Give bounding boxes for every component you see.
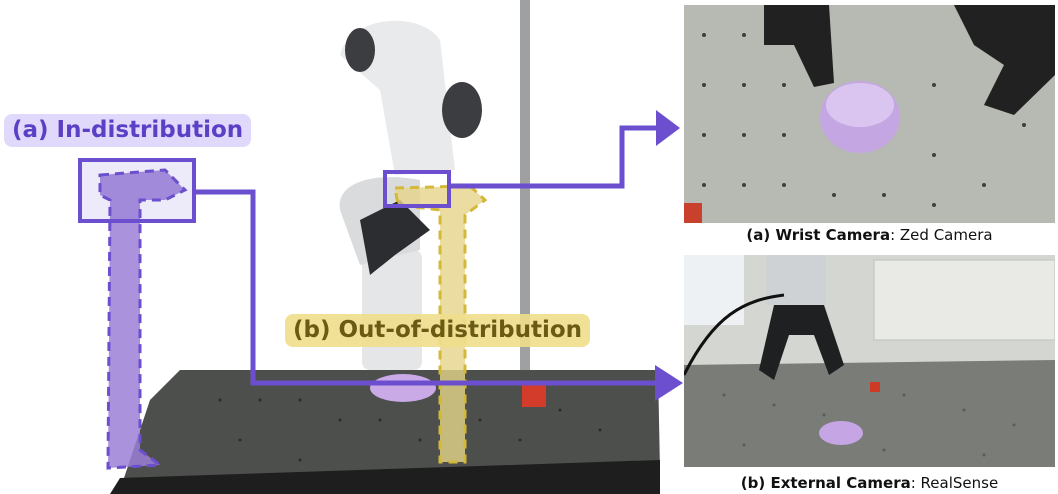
wrist-camera-view	[684, 5, 1055, 223]
external-caption-rest: : RealSense	[910, 474, 999, 492]
gripper-highlight-box	[383, 170, 451, 208]
cable	[684, 293, 785, 376]
bowl	[370, 374, 436, 402]
external-red-cube	[870, 382, 880, 392]
red-cube	[522, 383, 546, 407]
optical-table-edge	[110, 460, 660, 494]
external-camera-caption: (b) External Camera: RealSense	[684, 474, 1055, 492]
robot-joint-2	[345, 28, 375, 72]
arrow-right-icon	[656, 110, 680, 146]
wrist-camera-connector	[449, 125, 660, 189]
wrist-caption-rest: : Zed Camera	[890, 226, 993, 244]
external-camera-connector	[194, 189, 660, 386]
arrow-right-icon	[655, 365, 683, 401]
external-table	[684, 360, 1055, 467]
wrist-camera-image	[684, 5, 1055, 223]
in-distribution-object	[98, 168, 188, 470]
wrist-gripper-left	[764, 5, 834, 87]
external-caption-bold: (b) External Camera	[740, 474, 911, 492]
vertical-pole	[520, 0, 530, 390]
whiteboard	[873, 259, 1055, 341]
wrist-gripper-right	[954, 5, 1055, 115]
window	[684, 255, 744, 325]
in-distribution-highlight-box	[78, 158, 196, 223]
out-of-distribution-label: (b) Out-of-distribution	[285, 314, 591, 347]
table-holes	[218, 398, 602, 462]
external-gripper	[759, 305, 844, 380]
robot-joint	[442, 82, 482, 138]
wrist-caption-bold: (a) Wrist Camera	[746, 226, 891, 244]
robot-scene	[78, 0, 680, 494]
external-camera-view	[684, 255, 1055, 467]
external-bowl	[819, 421, 863, 445]
wrist-camera-caption: (a) Wrist Camera: Zed Camera	[684, 226, 1055, 244]
in-distribution-label: (a) In-distribution	[4, 114, 252, 147]
external-camera-image	[684, 255, 1055, 467]
gripper	[360, 200, 430, 275]
